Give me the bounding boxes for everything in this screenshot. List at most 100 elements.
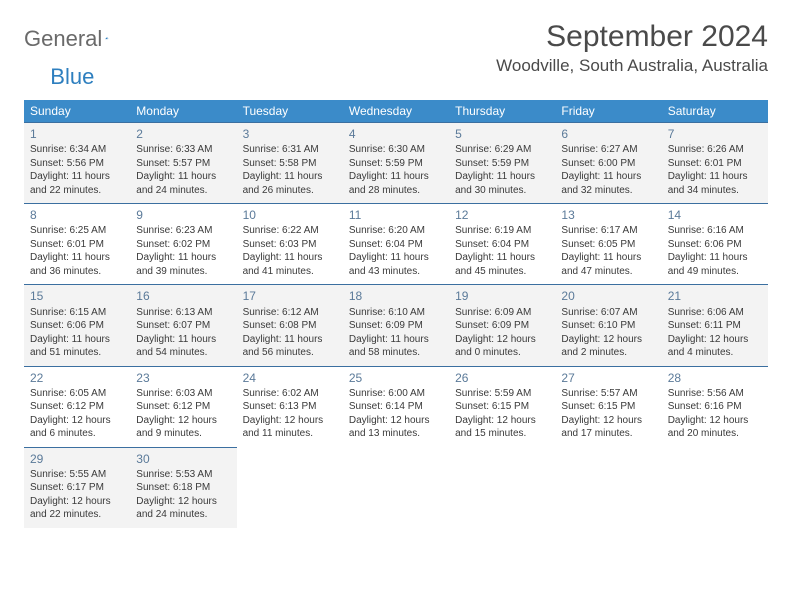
- day-info-line: Sunrise: 6:05 AM: [30, 387, 124, 401]
- day-cell: 5Sunrise: 6:29 AMSunset: 5:59 PMDaylight…: [449, 123, 555, 204]
- dayname-thu: Thursday: [449, 100, 555, 123]
- day-info-line: Sunset: 6:04 PM: [349, 238, 443, 252]
- day-number: 11: [349, 207, 443, 223]
- day-info-line: Daylight: 12 hours: [561, 414, 655, 428]
- day-info-line: Daylight: 11 hours: [668, 170, 762, 184]
- day-cell: 22Sunrise: 6:05 AMSunset: 6:12 PMDayligh…: [24, 366, 130, 447]
- day-number: 19: [455, 288, 549, 304]
- day-number: 24: [243, 370, 337, 386]
- day-info-line: Daylight: 11 hours: [455, 251, 549, 265]
- day-info-line: Sunset: 6:12 PM: [136, 400, 230, 414]
- day-info-line: Sunrise: 6:31 AM: [243, 143, 337, 157]
- day-cell: 1Sunrise: 6:34 AMSunset: 5:56 PMDaylight…: [24, 123, 130, 204]
- dayname-tue: Tuesday: [237, 100, 343, 123]
- day-number: 17: [243, 288, 337, 304]
- dayname-sun: Sunday: [24, 100, 130, 123]
- day-info-line: and 30 minutes.: [455, 184, 549, 198]
- day-info-line: Sunrise: 6:06 AM: [668, 306, 762, 320]
- day-info-line: Sunrise: 6:07 AM: [561, 306, 655, 320]
- day-info-line: Sunset: 6:01 PM: [30, 238, 124, 252]
- day-cell: [449, 447, 555, 528]
- day-info-line: and 22 minutes.: [30, 508, 124, 522]
- day-number: 2: [136, 126, 230, 142]
- day-info-line: Daylight: 11 hours: [349, 251, 443, 265]
- day-info-line: and 32 minutes.: [561, 184, 655, 198]
- day-info-line: Daylight: 12 hours: [668, 414, 762, 428]
- day-info-line: Sunset: 6:15 PM: [455, 400, 549, 414]
- day-cell: 17Sunrise: 6:12 AMSunset: 6:08 PMDayligh…: [237, 285, 343, 366]
- logo: General: [24, 20, 125, 52]
- day-info-line: and 6 minutes.: [30, 427, 124, 441]
- day-info-line: Sunset: 5:57 PM: [136, 157, 230, 171]
- day-info-line: and 58 minutes.: [349, 346, 443, 360]
- day-info-line: Daylight: 11 hours: [136, 170, 230, 184]
- month-title: September 2024: [496, 20, 768, 54]
- day-info-line: Sunset: 5:59 PM: [349, 157, 443, 171]
- day-info-line: Daylight: 12 hours: [30, 495, 124, 509]
- day-info-line: Sunset: 6:18 PM: [136, 481, 230, 495]
- day-number: 10: [243, 207, 337, 223]
- day-number: 21: [668, 288, 762, 304]
- day-cell: 6Sunrise: 6:27 AMSunset: 6:00 PMDaylight…: [555, 123, 661, 204]
- day-info-line: Sunset: 6:00 PM: [561, 157, 655, 171]
- day-info-line: Sunrise: 6:29 AM: [455, 143, 549, 157]
- day-info-line: Daylight: 11 hours: [455, 170, 549, 184]
- location-text: Woodville, South Australia, Australia: [496, 56, 768, 76]
- day-info-line: Daylight: 11 hours: [136, 251, 230, 265]
- day-info-line: Sunrise: 5:55 AM: [30, 468, 124, 482]
- day-info-line: Daylight: 12 hours: [455, 333, 549, 347]
- day-info-line: Sunrise: 5:56 AM: [668, 387, 762, 401]
- day-number: 13: [561, 207, 655, 223]
- day-info-line: Sunrise: 5:59 AM: [455, 387, 549, 401]
- day-info-line: Sunset: 6:14 PM: [349, 400, 443, 414]
- day-number: 8: [30, 207, 124, 223]
- day-cell: 26Sunrise: 5:59 AMSunset: 6:15 PMDayligh…: [449, 366, 555, 447]
- day-info-line: Sunrise: 6:30 AM: [349, 143, 443, 157]
- day-info-line: Sunset: 6:01 PM: [668, 157, 762, 171]
- day-number: 1: [30, 126, 124, 142]
- day-cell: 10Sunrise: 6:22 AMSunset: 6:03 PMDayligh…: [237, 204, 343, 285]
- day-info-line: Daylight: 11 hours: [243, 251, 337, 265]
- day-info-line: Sunrise: 6:26 AM: [668, 143, 762, 157]
- day-info-line: and 17 minutes.: [561, 427, 655, 441]
- day-cell: 8Sunrise: 6:25 AMSunset: 6:01 PMDaylight…: [24, 204, 130, 285]
- dayname-wed: Wednesday: [343, 100, 449, 123]
- day-info-line: and 4 minutes.: [668, 346, 762, 360]
- day-info-line: Sunrise: 6:22 AM: [243, 224, 337, 238]
- day-number: 20: [561, 288, 655, 304]
- day-info-line: Sunset: 6:11 PM: [668, 319, 762, 333]
- day-info-line: Daylight: 12 hours: [30, 414, 124, 428]
- day-info-line: Sunset: 6:16 PM: [668, 400, 762, 414]
- day-info-line: and 47 minutes.: [561, 265, 655, 279]
- day-cell: 4Sunrise: 6:30 AMSunset: 5:59 PMDaylight…: [343, 123, 449, 204]
- day-info-line: Daylight: 11 hours: [349, 170, 443, 184]
- day-info-line: Sunrise: 5:53 AM: [136, 468, 230, 482]
- week-row: 8Sunrise: 6:25 AMSunset: 6:01 PMDaylight…: [24, 204, 768, 285]
- day-info-line: Sunset: 6:09 PM: [455, 319, 549, 333]
- day-info-line: Daylight: 12 hours: [349, 414, 443, 428]
- day-number: 26: [455, 370, 549, 386]
- title-block: September 2024 Woodville, South Australi…: [496, 20, 768, 76]
- dayname-fri: Friday: [555, 100, 661, 123]
- day-info-line: and 49 minutes.: [668, 265, 762, 279]
- day-cell: 7Sunrise: 6:26 AMSunset: 6:01 PMDaylight…: [662, 123, 768, 204]
- day-info-line: Sunrise: 6:19 AM: [455, 224, 549, 238]
- day-cell: 21 Sunrise: 6:06 AMSunset: 6:11 PMDayligh…: [662, 285, 768, 366]
- day-info-line: Sunset: 6:12 PM: [30, 400, 124, 414]
- day-cell: 28Sunrise: 5:56 AMSunset: 6:16 PMDayligh…: [662, 366, 768, 447]
- day-info-line: and 51 minutes.: [30, 346, 124, 360]
- day-info-line: and 26 minutes.: [243, 184, 337, 198]
- day-cell: 19Sunrise: 6:09 AMSunset: 6:09 PMDayligh…: [449, 285, 555, 366]
- week-row: 29Sunrise: 5:55 AMSunset: 6:17 PMDayligh…: [24, 447, 768, 528]
- day-number: 12: [455, 207, 549, 223]
- day-number: 18: [349, 288, 443, 304]
- day-info-line: Daylight: 12 hours: [668, 333, 762, 347]
- day-info-line: Sunset: 5:56 PM: [30, 157, 124, 171]
- day-info-line: Sunrise: 6:27 AM: [561, 143, 655, 157]
- day-info-line: Sunrise: 6:33 AM: [136, 143, 230, 157]
- day-info-line: and 54 minutes.: [136, 346, 230, 360]
- day-info-line: Sunrise: 6:17 AM: [561, 224, 655, 238]
- logo-text-blue: Blue: [50, 64, 94, 90]
- day-info-line: Daylight: 12 hours: [136, 495, 230, 509]
- day-info-line: Sunset: 5:59 PM: [455, 157, 549, 171]
